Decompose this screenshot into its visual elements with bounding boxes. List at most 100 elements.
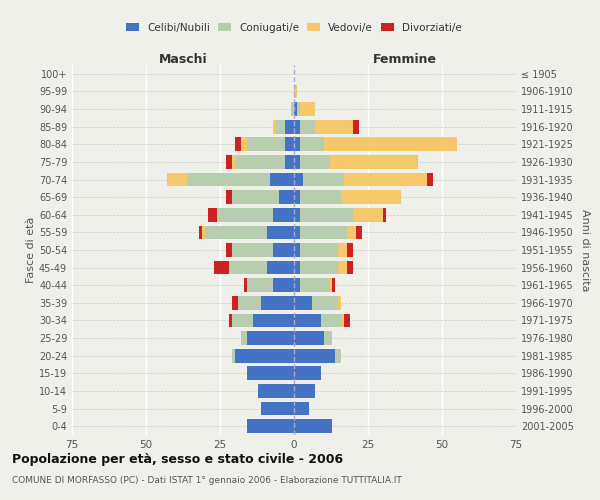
Bar bbox=[262, 402, 294, 415]
Bar bbox=[353, 120, 359, 134]
Text: Femmine: Femmine bbox=[373, 53, 437, 66]
Bar bbox=[232, 155, 235, 169]
Bar bbox=[344, 172, 427, 186]
Bar bbox=[338, 296, 341, 310]
Y-axis label: Anni di nascita: Anni di nascita bbox=[580, 209, 590, 291]
Bar bbox=[232, 296, 238, 310]
Bar bbox=[294, 172, 303, 186]
Bar bbox=[338, 260, 347, 274]
Bar bbox=[294, 260, 300, 274]
Bar bbox=[229, 260, 268, 274]
Bar bbox=[241, 331, 247, 345]
Bar bbox=[294, 208, 300, 222]
Bar bbox=[285, 138, 294, 151]
Bar bbox=[214, 260, 229, 274]
Bar bbox=[347, 226, 356, 239]
Bar bbox=[294, 84, 297, 98]
Bar bbox=[208, 208, 217, 222]
Bar bbox=[271, 172, 294, 186]
Bar bbox=[235, 349, 294, 362]
Bar bbox=[226, 155, 232, 169]
Bar bbox=[167, 172, 187, 186]
Legend: Celibi/Nubili, Coniugati/e, Vedovi/e, Divorziati/e: Celibi/Nubili, Coniugati/e, Vedovi/e, Di… bbox=[122, 18, 466, 36]
Text: COMUNE DI MORFASSO (PC) - Dati ISTAT 1° gennaio 2006 - Elaborazione TUTTITALIA.I: COMUNE DI MORFASSO (PC) - Dati ISTAT 1° … bbox=[12, 476, 402, 485]
Bar bbox=[226, 190, 232, 204]
Bar bbox=[259, 384, 294, 398]
Bar bbox=[300, 226, 347, 239]
Text: Maschi: Maschi bbox=[158, 53, 208, 66]
Bar bbox=[247, 420, 294, 433]
Bar bbox=[285, 120, 294, 134]
Bar bbox=[344, 314, 350, 328]
Bar bbox=[187, 172, 271, 186]
Bar bbox=[276, 120, 285, 134]
Bar bbox=[247, 366, 294, 380]
Bar bbox=[253, 314, 294, 328]
Bar bbox=[294, 366, 320, 380]
Bar bbox=[291, 102, 294, 116]
Bar bbox=[279, 190, 294, 204]
Bar bbox=[294, 190, 300, 204]
Bar bbox=[297, 102, 300, 116]
Bar bbox=[300, 243, 338, 257]
Bar bbox=[202, 226, 205, 239]
Bar bbox=[205, 226, 268, 239]
Y-axis label: Fasce di età: Fasce di età bbox=[26, 217, 36, 283]
Bar bbox=[300, 138, 323, 151]
Bar bbox=[294, 296, 312, 310]
Bar bbox=[247, 278, 273, 292]
Bar bbox=[294, 102, 297, 116]
Bar bbox=[232, 243, 273, 257]
Bar bbox=[273, 278, 294, 292]
Bar bbox=[232, 190, 279, 204]
Bar bbox=[300, 278, 329, 292]
Bar bbox=[427, 172, 433, 186]
Bar bbox=[294, 331, 323, 345]
Bar bbox=[356, 226, 362, 239]
Bar bbox=[341, 190, 401, 204]
Bar bbox=[323, 331, 332, 345]
Bar bbox=[294, 420, 332, 433]
Bar bbox=[315, 120, 353, 134]
Bar bbox=[285, 155, 294, 169]
Bar bbox=[300, 102, 315, 116]
Bar bbox=[268, 226, 294, 239]
Bar bbox=[247, 331, 294, 345]
Bar bbox=[294, 138, 300, 151]
Bar bbox=[238, 296, 262, 310]
Bar bbox=[273, 120, 276, 134]
Bar bbox=[217, 208, 273, 222]
Bar bbox=[229, 314, 232, 328]
Bar bbox=[300, 120, 315, 134]
Bar bbox=[273, 243, 294, 257]
Bar bbox=[294, 349, 335, 362]
Bar bbox=[268, 260, 294, 274]
Bar bbox=[335, 349, 341, 362]
Bar bbox=[247, 138, 285, 151]
Bar bbox=[199, 226, 202, 239]
Bar bbox=[294, 384, 315, 398]
Bar bbox=[323, 138, 457, 151]
Bar bbox=[294, 155, 300, 169]
Bar bbox=[347, 243, 353, 257]
Bar bbox=[273, 208, 294, 222]
Bar bbox=[338, 243, 347, 257]
Text: Popolazione per età, sesso e stato civile - 2006: Popolazione per età, sesso e stato civil… bbox=[12, 452, 343, 466]
Bar bbox=[294, 314, 320, 328]
Bar bbox=[294, 120, 300, 134]
Bar bbox=[294, 402, 309, 415]
Bar bbox=[312, 296, 338, 310]
Bar bbox=[241, 138, 247, 151]
Bar bbox=[300, 260, 338, 274]
Bar bbox=[341, 314, 344, 328]
Bar bbox=[329, 155, 418, 169]
Bar bbox=[294, 226, 300, 239]
Bar bbox=[300, 155, 329, 169]
Bar bbox=[320, 314, 341, 328]
Bar bbox=[300, 208, 353, 222]
Bar bbox=[300, 190, 341, 204]
Bar bbox=[232, 349, 235, 362]
Bar bbox=[353, 208, 383, 222]
Bar bbox=[332, 278, 335, 292]
Bar bbox=[262, 296, 294, 310]
